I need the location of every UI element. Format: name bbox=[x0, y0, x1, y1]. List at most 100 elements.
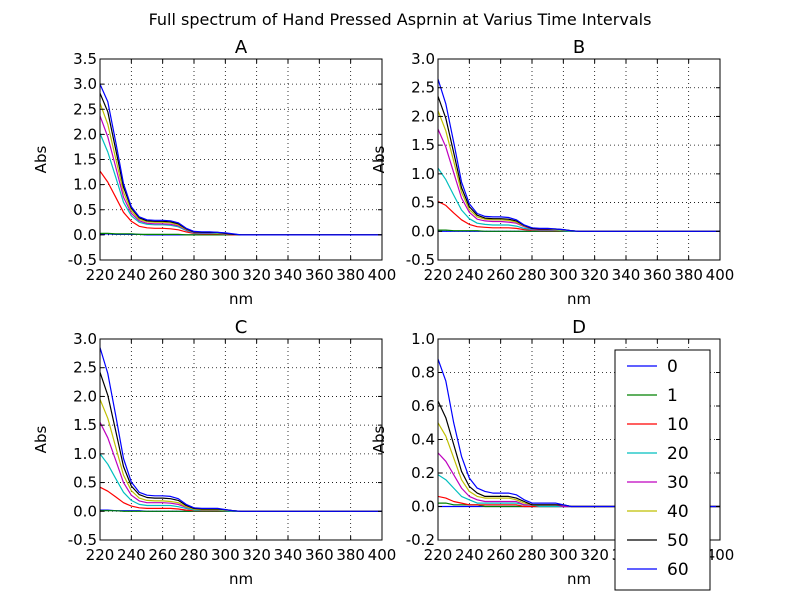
legend-label-40: 40 bbox=[667, 502, 689, 522]
x-tick-label: 320 bbox=[580, 266, 609, 284]
x-tick-label: 300 bbox=[211, 266, 240, 284]
x-tick-label: 340 bbox=[612, 266, 641, 284]
legend-label-60: 60 bbox=[667, 560, 689, 580]
x-tick-label: 280 bbox=[518, 266, 547, 284]
x-tick-label: 260 bbox=[148, 546, 177, 564]
x-tick-label: 340 bbox=[274, 266, 303, 284]
x-tick-label: 380 bbox=[336, 546, 365, 564]
y-axis-label: Abs bbox=[370, 146, 388, 174]
legend-label-50: 50 bbox=[667, 531, 689, 551]
x-tick-label: 240 bbox=[455, 266, 484, 284]
y-tick-label: 2.0 bbox=[73, 387, 97, 405]
panel-d-lines bbox=[438, 358, 720, 508]
x-tick-label: 400 bbox=[368, 546, 397, 564]
x-axis-label: nm bbox=[567, 290, 591, 308]
y-tick-label: 0.6 bbox=[411, 397, 435, 415]
y-tick-label: 1.0 bbox=[73, 445, 97, 463]
series-line-10 bbox=[100, 170, 382, 236]
panel-c-lines bbox=[100, 347, 382, 512]
x-tick-label: 300 bbox=[211, 546, 240, 564]
panel-title: D bbox=[572, 317, 586, 338]
legend-box bbox=[614, 349, 711, 591]
x-tick-label: 320 bbox=[242, 546, 271, 564]
panel-a-lines bbox=[100, 83, 382, 236]
panel-b-lines bbox=[438, 78, 720, 232]
x-tick-label: 240 bbox=[117, 266, 146, 284]
y-tick-label: 3.0 bbox=[73, 330, 97, 348]
series-line-20 bbox=[438, 167, 720, 232]
panel-c-grid bbox=[99, 338, 383, 541]
series-line-60 bbox=[438, 358, 720, 508]
y-tick-label: 0.0 bbox=[411, 498, 435, 516]
y-tick-label: 3.5 bbox=[73, 50, 97, 68]
y-tick-label: 2.0 bbox=[73, 125, 97, 143]
x-tick-label: 400 bbox=[368, 266, 397, 284]
panel-title: C bbox=[235, 317, 248, 338]
panel-a-grid bbox=[99, 58, 383, 261]
series-line-60 bbox=[438, 78, 720, 232]
y-tick-label: 1.5 bbox=[73, 151, 97, 169]
y-tick-label: 2.0 bbox=[411, 107, 435, 125]
y-tick-label: 0.0 bbox=[73, 226, 97, 244]
panel-c: 220 240 260 280 300 320 340 360 380 400 -0.5 0.0 0.5… bbox=[32, 317, 396, 588]
x-tick-label: 380 bbox=[336, 266, 365, 284]
y-tick-label: 2.5 bbox=[73, 100, 97, 118]
y-tick-label: 0.0 bbox=[73, 502, 97, 520]
x-tick-label: 280 bbox=[180, 266, 209, 284]
legend-label-0: 0 bbox=[667, 357, 678, 377]
y-tick-label: 3.0 bbox=[411, 50, 435, 68]
y-tick-label: 0.5 bbox=[411, 194, 435, 212]
x-tick-label: 260 bbox=[486, 546, 515, 564]
y-tick-label: 0.0 bbox=[411, 222, 435, 240]
x-tick-label: 240 bbox=[455, 546, 484, 564]
x-tick-label: 320 bbox=[580, 546, 609, 564]
x-tick-label: 380 bbox=[674, 266, 703, 284]
series-line-50 bbox=[100, 372, 382, 512]
x-tick-label: 400 bbox=[706, 266, 735, 284]
y-tick-label: 0.8 bbox=[411, 364, 435, 382]
panel-b-frame bbox=[437, 58, 721, 261]
series-line-60 bbox=[100, 83, 382, 236]
x-tick-label: 260 bbox=[148, 266, 177, 284]
series-line-40 bbox=[100, 399, 382, 512]
y-tick-label: -0.2 bbox=[406, 531, 435, 549]
x-tick-label: 220 bbox=[86, 266, 115, 284]
x-tick-label: 360 bbox=[305, 266, 334, 284]
series-line-50 bbox=[100, 92, 382, 236]
figure-suptitle: Full spectrum of Hand Pressed Asprnin at… bbox=[149, 10, 652, 29]
x-tick-label: 280 bbox=[180, 546, 209, 564]
x-tick-label: 320 bbox=[242, 266, 271, 284]
panel-title: B bbox=[573, 37, 585, 58]
legend-label-1: 1 bbox=[667, 386, 678, 406]
x-tick-label: 300 bbox=[549, 546, 578, 564]
y-axis-label: Abs bbox=[32, 426, 50, 454]
panel-title: A bbox=[235, 37, 248, 58]
x-tick-label: 300 bbox=[549, 266, 578, 284]
y-tick-label: 1.0 bbox=[73, 176, 97, 194]
y-axis-label: Abs bbox=[32, 146, 50, 174]
y-tick-label: 0.5 bbox=[73, 201, 97, 219]
y-tick-label: -0.5 bbox=[68, 251, 97, 269]
x-tick-label: 220 bbox=[424, 546, 453, 564]
legend-label-20: 20 bbox=[667, 444, 689, 464]
series-line-40 bbox=[438, 110, 720, 232]
panel-b: 220 240 260 280 300 320 340 360 380 400-0.50.00.5… bbox=[370, 37, 734, 308]
x-tick-label: 360 bbox=[643, 266, 672, 284]
x-axis-label: nm bbox=[229, 570, 253, 588]
x-tick-label: 340 bbox=[274, 546, 303, 564]
legend-label-10: 10 bbox=[667, 415, 689, 435]
y-tick-label: 1.0 bbox=[411, 330, 435, 348]
x-tick-label: 240 bbox=[117, 546, 146, 564]
y-tick-label: 0.2 bbox=[411, 464, 435, 482]
series-line-30 bbox=[100, 422, 382, 512]
panel-a: 220 240 260 280 300 320 340 360 380 400 -0.5 0.0 0.5… bbox=[32, 37, 396, 308]
x-tick-label: 220 bbox=[86, 546, 115, 564]
y-tick-label: 2.5 bbox=[73, 359, 97, 377]
x-tick-label: 360 bbox=[305, 546, 334, 564]
y-tick-label: 0.5 bbox=[73, 474, 97, 492]
x-tick-label: 260 bbox=[486, 266, 515, 284]
series-line-40 bbox=[100, 102, 382, 236]
series-line-20 bbox=[100, 453, 382, 512]
x-axis-label: nm bbox=[567, 570, 591, 588]
